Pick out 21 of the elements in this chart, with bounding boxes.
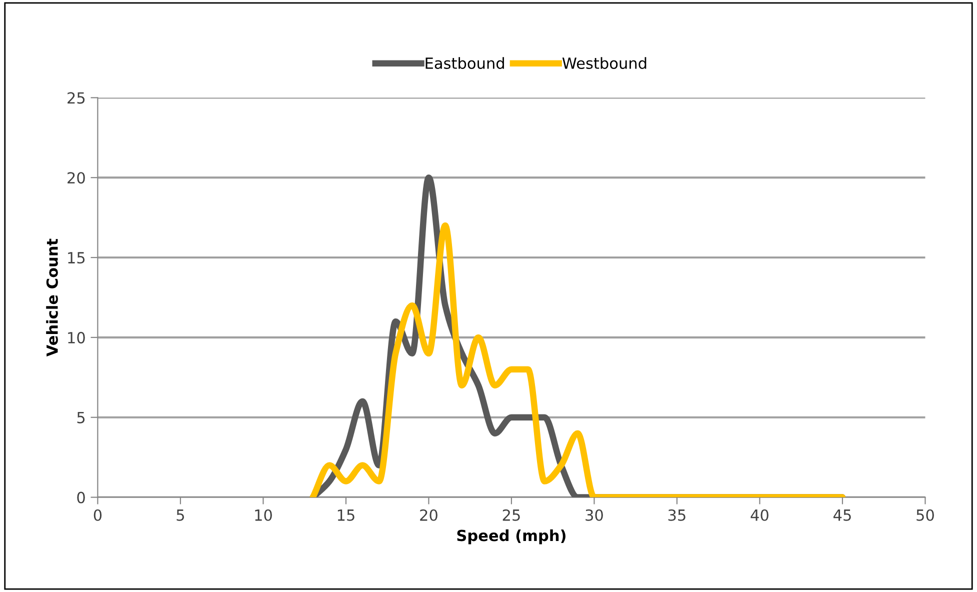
y-tick-label: 10 xyxy=(68,332,85,344)
y-tick-label: 15 xyxy=(68,252,85,264)
legend-label: Eastbound xyxy=(426,57,504,69)
y-tick-label: 5 xyxy=(77,412,85,424)
x-tick-label: 15 xyxy=(338,510,354,521)
x-tick-label: 40 xyxy=(750,509,768,521)
x-tick-label: 5 xyxy=(176,510,184,521)
y-axis-title: Vehicle Count xyxy=(46,238,58,357)
legend-label: Westbound xyxy=(562,57,646,69)
x-tick-label: 45 xyxy=(833,510,851,521)
x-axis-title: Speed (mph) xyxy=(457,529,566,544)
x-tick-label: 35 xyxy=(668,509,686,521)
x-tick-label: 30 xyxy=(586,509,603,521)
y-tick-label: 25 xyxy=(68,92,85,104)
x-tick-label: 25 xyxy=(502,509,520,521)
x-tick-label: 50 xyxy=(916,509,934,521)
x-tick-label: 0 xyxy=(94,509,102,521)
y-tick-label: 20 xyxy=(68,172,85,184)
y-tick-label: 0 xyxy=(77,492,85,504)
x-tick-label: 10 xyxy=(255,509,272,521)
x-tick-label: 20 xyxy=(420,509,438,521)
